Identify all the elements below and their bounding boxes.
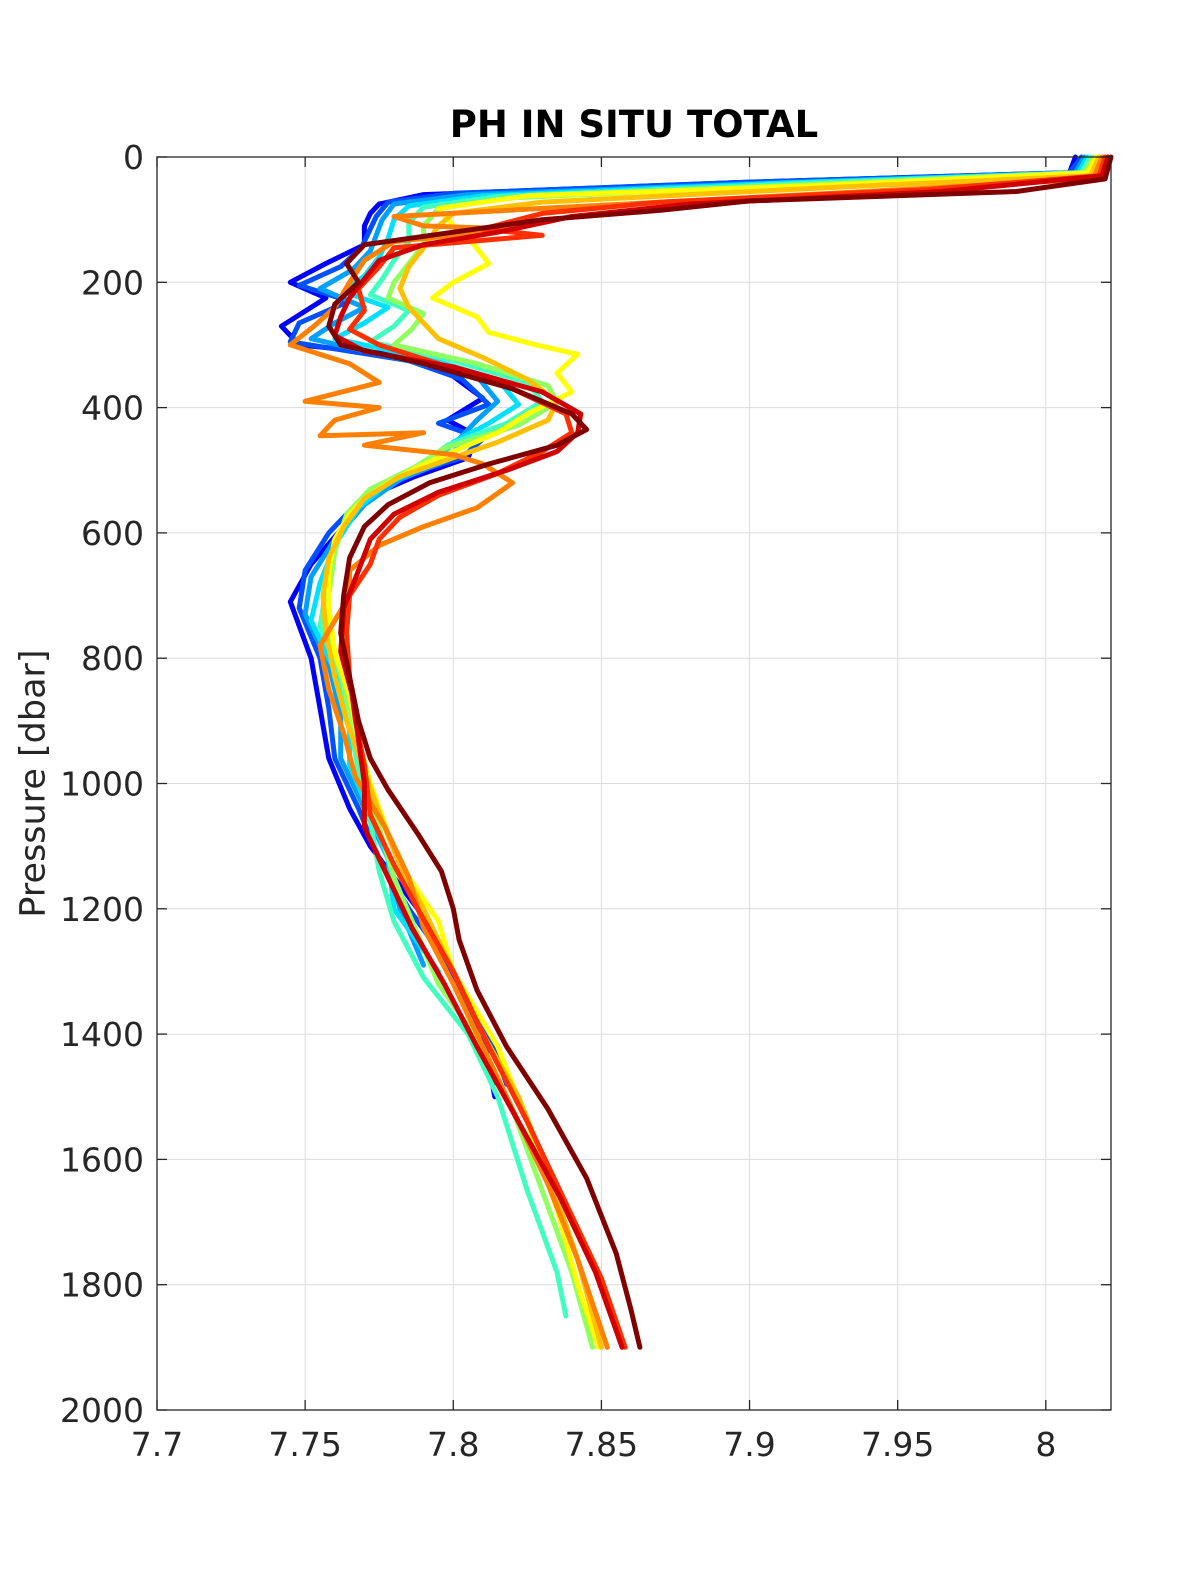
series-group — [278, 154, 1114, 1350]
y-tick-label: 800 — [81, 639, 144, 678]
y-tick-label: 1200 — [60, 890, 144, 929]
x-tick-label: 8 — [1035, 1425, 1056, 1464]
series-line-12 — [326, 154, 1114, 1350]
x-tick-label: 7.7 — [131, 1425, 183, 1464]
y-tick-label: 2000 — [60, 1391, 144, 1430]
y-axis-label: Pressure [dbar] — [13, 649, 53, 917]
x-tick-label: 7.75 — [268, 1425, 341, 1464]
series-line-2 — [287, 154, 1084, 1087]
x-tick-label: 7.85 — [565, 1425, 638, 1464]
y-tick-label: 0 — [123, 138, 144, 177]
y-tick-label: 1600 — [60, 1140, 144, 1179]
x-tick-label: 7.8 — [427, 1425, 479, 1464]
series-line-11 — [332, 154, 1111, 1350]
y-tick-label: 600 — [81, 514, 144, 553]
x-tick-label: 7.95 — [861, 1425, 934, 1464]
chart-title: PH IN SITU TOTAL — [450, 103, 818, 146]
series-line-3 — [302, 154, 1087, 968]
y-tick-label: 1000 — [60, 765, 144, 804]
series-line-7 — [326, 154, 1099, 1350]
y-tick-label: 400 — [81, 389, 144, 428]
y-tick-label: 1800 — [60, 1266, 144, 1305]
ticks: 7.7 7.75 7.8 7.85 7.9 7.95 8 0 200 400 600 800 1000 1… — [60, 138, 1111, 1464]
x-tick-label: 7.9 — [723, 1425, 775, 1464]
y-tick-label: 1400 — [60, 1015, 144, 1054]
y-tick-label: 200 — [81, 263, 144, 302]
